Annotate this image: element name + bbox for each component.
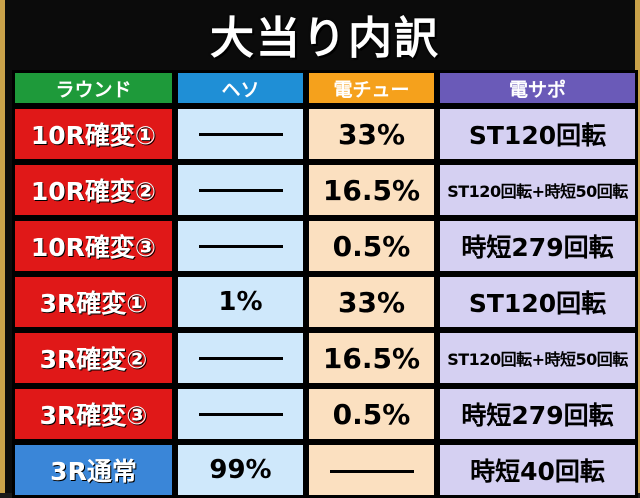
header-heso: ヘソ (175, 70, 306, 106)
denchu-cell: 16.5% (306, 162, 437, 218)
round-cell: 3R通常 (12, 442, 175, 498)
round-cell-text: 3R確変① (39, 289, 148, 318)
round-cell-text: 10R確変① (30, 121, 157, 150)
header-row: ラウンド ヘソ 電チュー 電サポ (12, 70, 638, 106)
table-row: 10R確変② 16.5% ST120回転+時短50回転 (12, 162, 638, 218)
densapo-cell-text: ST120回転 (468, 289, 607, 318)
denchu-cell-text: 33% (337, 285, 406, 319)
heso-cell (175, 330, 306, 386)
densapo-cell-text: ST120回転+時短50回転 (447, 182, 628, 201)
denchu-cell: 16.5% (306, 330, 437, 386)
densapo-cell: 時短279回転 (437, 218, 638, 274)
round-cell-text: 10R確変③ (30, 233, 157, 262)
dash-placeholder (198, 189, 283, 192)
densapo-cell-text: ST120回転+時短50回転 (447, 350, 628, 369)
denchu-cell (306, 442, 437, 498)
denchu-cell-text: 33% (337, 117, 406, 151)
heso-cell: 1% (175, 274, 306, 330)
round-cell: 10R確変② (12, 162, 175, 218)
denchu-cell-text: 16.5% (322, 173, 421, 207)
round-cell: 3R確変② (12, 330, 175, 386)
dash-placeholder (198, 413, 283, 416)
header-round: ラウンド (12, 70, 175, 106)
densapo-cell: 時短40回転 (437, 442, 638, 498)
round-cell: 3R確変③ (12, 386, 175, 442)
denchu-cell-text: 16.5% (322, 341, 421, 375)
denchu-cell: 33% (306, 106, 437, 162)
densapo-cell-text: 時短40回転 (470, 457, 605, 486)
round-cell-text: 3R確変② (39, 345, 148, 374)
dash-placeholder (329, 470, 414, 473)
heso-cell-text: 1% (218, 287, 263, 317)
denchu-cell: 0.5% (306, 386, 437, 442)
round-cell-text: 3R確変③ (39, 401, 148, 430)
round-cell: 10R確変③ (12, 218, 175, 274)
round-cell: 10R確変① (12, 106, 175, 162)
densapo-cell: 時短279回転 (437, 386, 638, 442)
denchu-cell-text: 0.5% (332, 397, 411, 431)
densapo-cell: ST120回転+時短50回転 (437, 330, 638, 386)
heso-cell-text: 99% (209, 455, 272, 485)
densapo-cell: ST120回転 (437, 274, 638, 330)
page-title: 大当り内訳 (210, 13, 440, 64)
denchu-cell: 33% (306, 274, 437, 330)
heso-cell (175, 386, 306, 442)
header-densapo: 電サポ (437, 70, 638, 106)
header-denchu: 電チュー (306, 70, 437, 106)
round-cell: 3R確変① (12, 274, 175, 330)
table-row: 3R確変① 1% 33% ST120回転 (12, 274, 638, 330)
table-row: 10R確変③ 0.5% 時短279回転 (12, 218, 638, 274)
densapo-cell-text: ST120回転 (468, 121, 607, 150)
table-row: 10R確変① 33% ST120回転 (12, 106, 638, 162)
denchu-cell-text: 0.5% (332, 229, 411, 263)
dash-placeholder (198, 133, 283, 136)
table-row: 3R確変② 16.5% ST120回転+時短50回転 (12, 330, 638, 386)
heso-cell (175, 162, 306, 218)
densapo-cell: ST120回転+時短50回転 (437, 162, 638, 218)
densapo-cell: ST120回転 (437, 106, 638, 162)
densapo-cell-text: 時短279回転 (461, 401, 614, 430)
dash-placeholder (198, 357, 283, 360)
table-row: 3R確変③ 0.5% 時短279回転 (12, 386, 638, 442)
heso-cell (175, 106, 306, 162)
jackpot-breakdown-table: ラウンド ヘソ 電チュー 電サポ 10R確変① 33% ST120回転 10R確変② 1… (12, 70, 638, 498)
dash-placeholder (198, 245, 283, 248)
table-row: 3R通常 99% 時短40回転 (12, 442, 638, 498)
table-body: 10R確変① 33% ST120回転 10R確変② 16.5% ST120回転+時短50回… (12, 106, 638, 498)
heso-cell (175, 218, 306, 274)
denchu-cell: 0.5% (306, 218, 437, 274)
densapo-cell-text: 時短279回転 (461, 233, 614, 262)
heso-cell: 99% (175, 442, 306, 498)
round-cell-text: 10R確変② (30, 177, 157, 206)
round-cell-text: 3R通常 (50, 457, 137, 486)
